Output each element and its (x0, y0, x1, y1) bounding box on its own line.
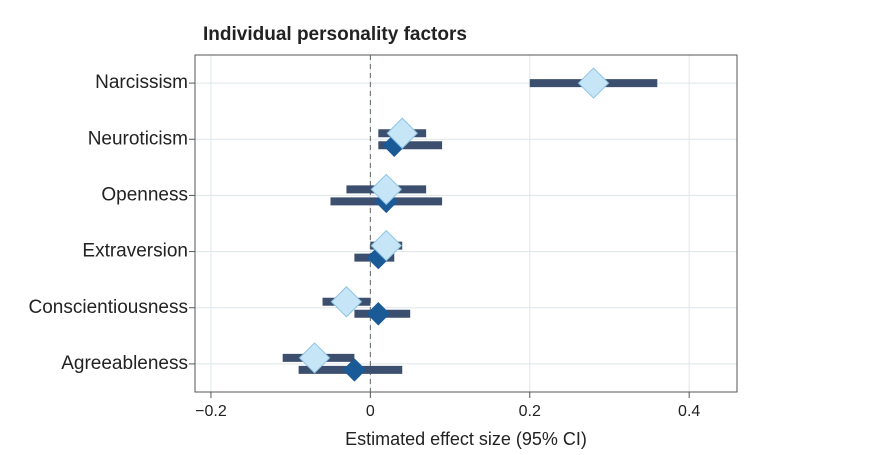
x-tick-label: 0.2 (519, 403, 541, 420)
estimate-diamond (342, 358, 367, 382)
y-tick-label: Narcissism (95, 72, 188, 93)
chart-title: Individual personality factors (203, 24, 467, 45)
y-tick-label: Extraversion (82, 241, 188, 262)
estimate-diamond (330, 286, 363, 318)
plot-frame (194, 54, 738, 393)
x-tick-label: 0 (366, 403, 375, 420)
y-tick-label: Neuroticism (88, 128, 188, 149)
x-tick-label: −0.2 (195, 403, 227, 420)
estimate-diamond (370, 229, 403, 262)
y-tick-label: Agreeableness (61, 353, 188, 374)
estimate-diamond (366, 302, 391, 326)
estimate-diamond (370, 173, 403, 206)
estimate-diamond (386, 117, 418, 149)
estimate-diamond (577, 67, 610, 99)
y-tick-label: Conscientiousness (29, 297, 188, 318)
x-tick-label: 0.4 (678, 403, 700, 420)
y-tick-label: Openness (101, 184, 188, 205)
estimate-diamond (298, 342, 331, 374)
x-axis-label: Estimated effect size (95% CI) (345, 429, 587, 449)
